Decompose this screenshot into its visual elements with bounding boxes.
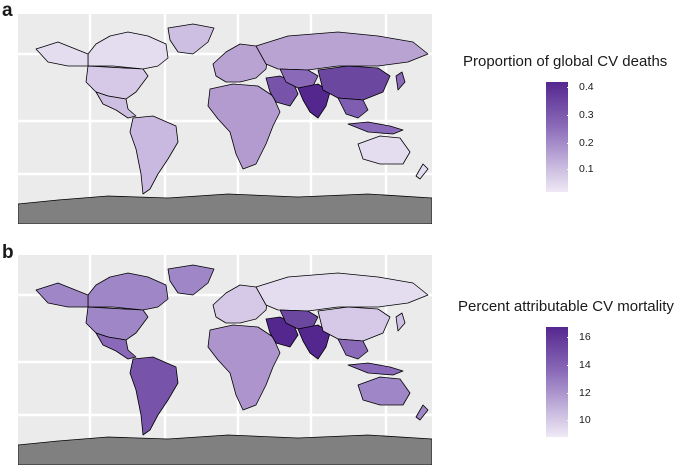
region-antarctica bbox=[18, 434, 432, 465]
country-china bbox=[317, 65, 391, 101]
country-mexico bbox=[95, 91, 137, 119]
legend-tick-a-1: 0.4 bbox=[567, 81, 594, 93]
country-japan bbox=[395, 71, 406, 91]
country-greenland bbox=[167, 264, 215, 296]
country-australia bbox=[357, 135, 411, 165]
country-canada bbox=[87, 31, 169, 70]
country-south-america bbox=[129, 356, 179, 436]
country-new-zealand bbox=[415, 163, 429, 180]
legend-tick-b-1: 16 bbox=[567, 331, 591, 343]
country-australia bbox=[357, 376, 411, 406]
legend-tick-b-4: 10 bbox=[567, 414, 591, 426]
region-antarctica bbox=[18, 193, 432, 224]
country-china bbox=[317, 306, 391, 342]
region-southeast-asia bbox=[337, 97, 369, 119]
country-south-america bbox=[129, 115, 179, 195]
world-map-attributable-mortality bbox=[18, 255, 432, 465]
legend-tick-a-3: 0.2 bbox=[567, 137, 594, 149]
region-africa bbox=[207, 324, 281, 411]
panel-a: a bbox=[2, 0, 668, 224]
country-russia bbox=[255, 31, 429, 71]
legend-tick-a-2: 0.3 bbox=[567, 109, 594, 121]
legend-colorbar-b bbox=[546, 327, 568, 437]
country-india bbox=[297, 324, 331, 360]
world-map-proportion-deaths bbox=[18, 14, 432, 224]
region-indonesia bbox=[347, 121, 404, 135]
region-africa bbox=[207, 83, 281, 170]
country-japan bbox=[395, 312, 406, 332]
region-europe bbox=[212, 284, 269, 324]
country-india bbox=[297, 83, 331, 119]
region-indonesia bbox=[347, 362, 404, 376]
legend-title-b: Percent attributable CV mortality bbox=[458, 298, 674, 315]
country-mexico bbox=[95, 332, 137, 360]
legend-tick-a-4: 0.1 bbox=[567, 163, 594, 175]
legend-colorbar-a bbox=[546, 82, 568, 192]
country-new-zealand bbox=[415, 404, 429, 421]
legend-title-a: Proportion of global CV deaths bbox=[463, 53, 668, 70]
panel-label-b: b bbox=[2, 242, 14, 263]
country-russia bbox=[255, 272, 429, 312]
country-canada bbox=[87, 272, 169, 311]
legend-tick-b-2: 14 bbox=[567, 359, 591, 371]
region-europe bbox=[212, 43, 269, 83]
country-greenland bbox=[167, 23, 215, 55]
region-southeast-asia bbox=[337, 338, 369, 360]
panel-b: b Percent att bbox=[0, 235, 680, 470]
panel-label-a: a bbox=[2, 0, 13, 21]
legend-tick-b-3: 12 bbox=[567, 387, 591, 399]
